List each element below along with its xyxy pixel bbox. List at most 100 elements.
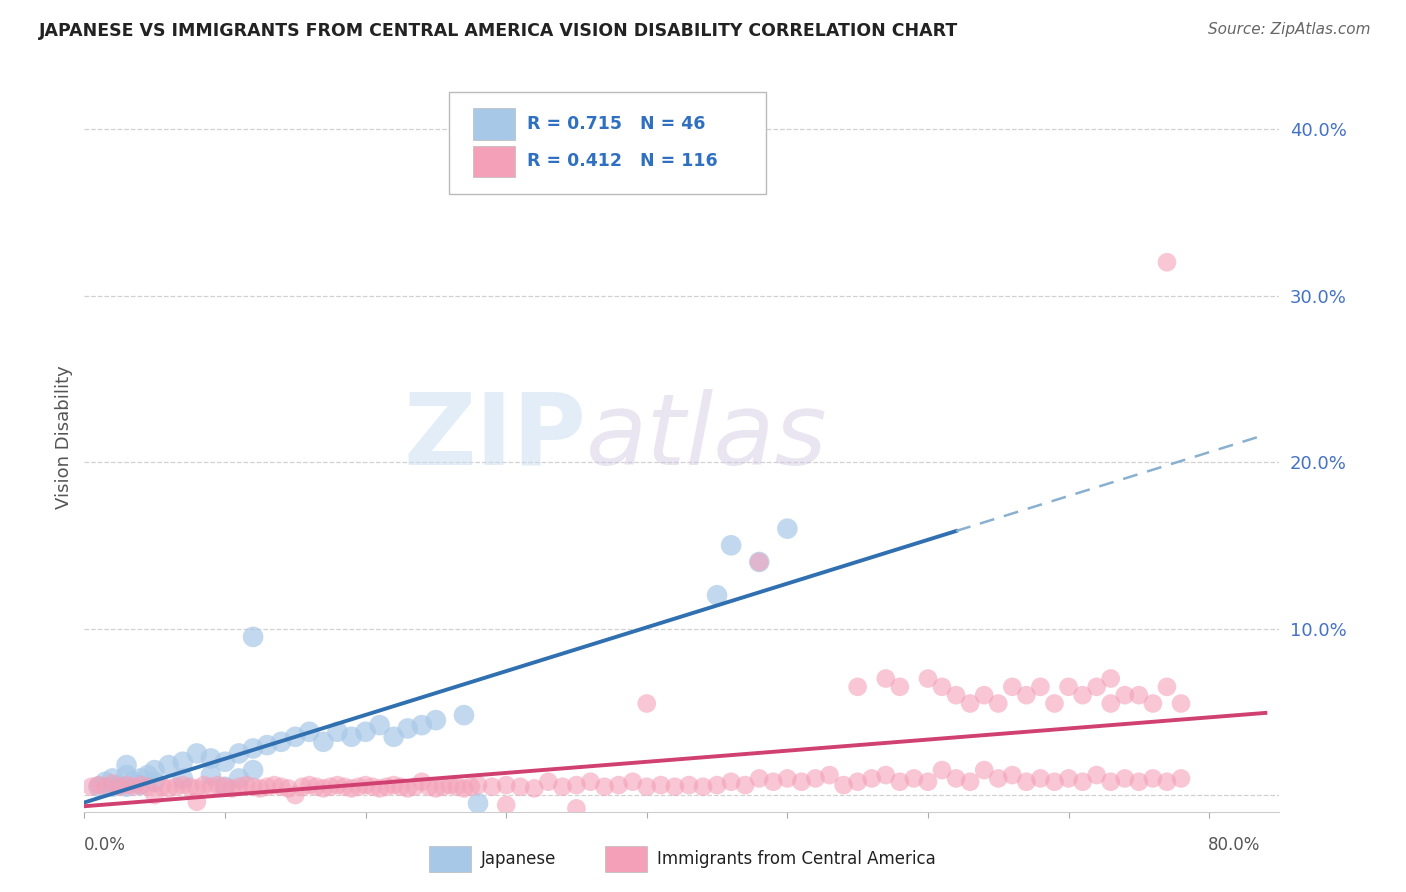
- Point: [776, 772, 799, 786]
- Point: [249, 781, 271, 796]
- Point: [621, 774, 644, 789]
- Point: [917, 672, 939, 686]
- Point: [312, 781, 335, 796]
- Point: [720, 538, 742, 552]
- Point: [129, 772, 152, 786]
- Point: [1142, 697, 1164, 711]
- Point: [1170, 697, 1192, 711]
- Point: [425, 713, 447, 727]
- Point: [242, 763, 264, 777]
- Point: [382, 730, 405, 744]
- Text: atlas: atlas: [586, 389, 828, 485]
- Point: [917, 774, 939, 789]
- Text: JAPANESE VS IMMIGRANTS FROM CENTRAL AMERICA VISION DISABILITY CORRELATION CHART: JAPANESE VS IMMIGRANTS FROM CENTRAL AMER…: [39, 22, 959, 40]
- Point: [242, 780, 264, 794]
- Point: [579, 774, 602, 789]
- Point: [165, 780, 187, 794]
- Point: [214, 780, 236, 794]
- Point: [425, 781, 447, 796]
- Point: [129, 778, 152, 792]
- Point: [495, 778, 517, 792]
- Point: [509, 780, 531, 794]
- Point: [1156, 774, 1178, 789]
- Point: [150, 780, 173, 794]
- Point: [903, 772, 925, 786]
- Point: [1114, 772, 1136, 786]
- Point: [101, 772, 124, 786]
- Point: [368, 718, 391, 732]
- Point: [1001, 768, 1024, 782]
- Point: [333, 780, 356, 794]
- Point: [270, 735, 292, 749]
- Point: [186, 795, 208, 809]
- Point: [382, 778, 405, 792]
- Point: [734, 778, 756, 792]
- Point: [214, 755, 236, 769]
- FancyBboxPatch shape: [472, 108, 515, 140]
- Text: 80.0%: 80.0%: [1208, 836, 1260, 854]
- Point: [94, 780, 117, 794]
- Text: Source: ZipAtlas.com: Source: ZipAtlas.com: [1208, 22, 1371, 37]
- Point: [157, 781, 180, 796]
- Point: [832, 778, 855, 792]
- Point: [312, 735, 335, 749]
- Text: Japanese: Japanese: [481, 850, 557, 868]
- Text: R = 0.715   N = 46: R = 0.715 N = 46: [527, 115, 704, 133]
- Point: [432, 780, 454, 794]
- Point: [80, 780, 103, 794]
- Point: [762, 774, 785, 789]
- Point: [186, 781, 208, 796]
- Point: [1057, 680, 1080, 694]
- Point: [776, 522, 799, 536]
- Point: [804, 772, 827, 786]
- Point: [284, 788, 307, 802]
- Point: [706, 778, 728, 792]
- Point: [404, 780, 426, 794]
- Point: [242, 630, 264, 644]
- FancyBboxPatch shape: [472, 145, 515, 178]
- Point: [207, 778, 229, 792]
- FancyBboxPatch shape: [449, 93, 766, 194]
- Point: [157, 758, 180, 772]
- Point: [1085, 768, 1108, 782]
- Point: [987, 772, 1010, 786]
- Point: [179, 780, 201, 794]
- Point: [87, 780, 110, 794]
- Point: [136, 780, 159, 794]
- Point: [143, 774, 166, 789]
- Point: [108, 780, 131, 794]
- Point: [973, 763, 995, 777]
- Point: [1001, 680, 1024, 694]
- Point: [221, 781, 243, 796]
- Point: [101, 780, 124, 794]
- Point: [636, 697, 658, 711]
- Point: [439, 778, 461, 792]
- Point: [354, 724, 377, 739]
- Point: [467, 778, 489, 792]
- Point: [1029, 772, 1052, 786]
- Point: [453, 708, 475, 723]
- Point: [389, 780, 412, 794]
- Point: [305, 780, 328, 794]
- Point: [650, 778, 672, 792]
- Point: [242, 741, 264, 756]
- Point: [931, 680, 953, 694]
- Point: [418, 780, 440, 794]
- Point: [1142, 772, 1164, 786]
- Point: [706, 588, 728, 602]
- Point: [277, 781, 299, 796]
- Point: [1156, 255, 1178, 269]
- Point: [959, 697, 981, 711]
- Point: [115, 778, 138, 792]
- Point: [460, 780, 482, 794]
- Point: [1128, 774, 1150, 789]
- Point: [368, 781, 391, 796]
- Point: [235, 778, 257, 792]
- Point: [607, 778, 630, 792]
- Point: [1057, 772, 1080, 786]
- Point: [846, 774, 869, 789]
- Point: [537, 774, 560, 789]
- Point: [1170, 772, 1192, 786]
- Point: [1043, 697, 1066, 711]
- Point: [678, 778, 700, 792]
